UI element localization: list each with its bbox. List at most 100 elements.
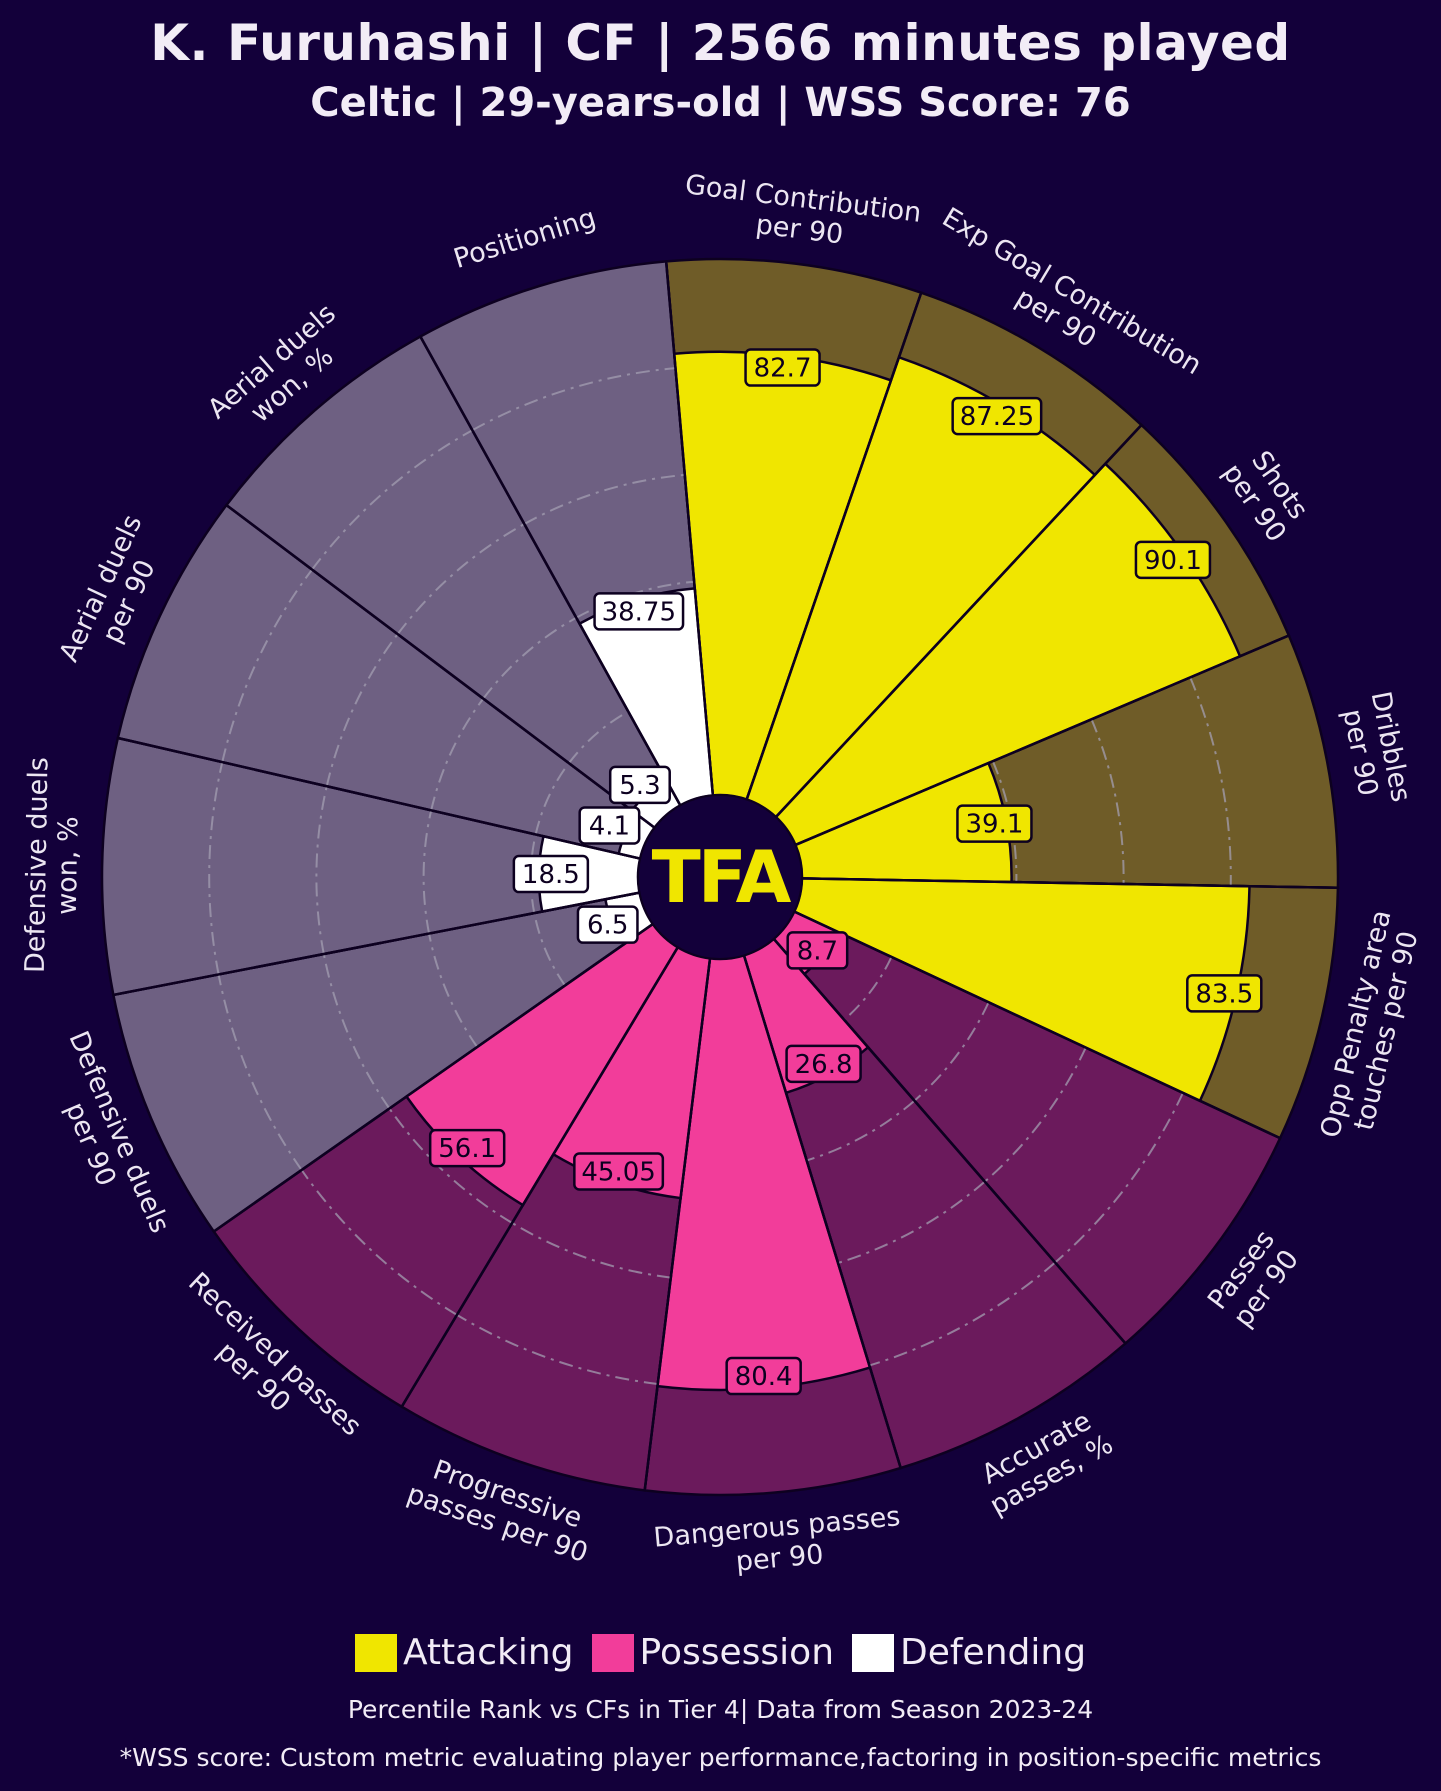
category-label-metric-3: Dribblesper 90 (1334, 689, 1416, 811)
value-label-metric-7: 80.4 (725, 1356, 802, 1396)
wedge-border-metric-2 (775, 424, 1143, 818)
chart-title: K. Furuhashi | CF | 2566 minutes played (150, 14, 1291, 72)
legend-item-possession: Possession (591, 1632, 835, 1673)
value-label-metric-11: 18.5 (512, 854, 590, 894)
value-label-box-metric-5 (786, 931, 849, 970)
legend-item-defending: Defending (852, 1632, 1086, 1673)
gridline-metric-12-40 (430, 698, 485, 811)
value-label-metric-8: 45.05 (573, 1152, 665, 1191)
gridline-metric-11-40 (422, 810, 433, 934)
gridline-metric-10-40 (428, 933, 479, 1048)
gridline-metric-10-20 (533, 912, 566, 987)
value-label-metric-12: 4.1 (578, 806, 641, 845)
wedge-border-metric-10 (213, 923, 654, 1233)
wedge-border-metric-4 (801, 877, 1338, 890)
gridline-metric-5-40 (913, 1001, 990, 1102)
value-label-text-metric-10: 6.5 (587, 911, 628, 941)
gridline-metric-12-20 (534, 762, 570, 835)
wedge-border-metric-1 (745, 292, 923, 800)
value-label-box-metric-9 (428, 1128, 506, 1168)
value-label-text-metric-0: 82.7 (754, 354, 812, 384)
wedge-border-metric-3 (794, 634, 1290, 847)
category-label-metric-11: Defensive duelswon, % (20, 757, 86, 974)
value-wedges (404, 350, 1251, 1392)
value-label-metric-6: 26.8 (785, 1044, 862, 1084)
gridline-metric-5-20 (843, 956, 893, 1021)
footnote-percentile: Percentile Rank vs CFs in Tier 4| Data f… (347, 1695, 1094, 1724)
wedge-border-metric-7 (742, 955, 902, 1469)
value-label-box-metric-8 (573, 1152, 665, 1191)
wedge-border-metric-13 (225, 504, 656, 829)
value-label-text-metric-4: 83.5 (1195, 979, 1253, 1009)
chart-subtitle: Celtic | 29-years-old | WSS Score: 76 (310, 80, 1131, 126)
value-label-metric-9: 56.1 (428, 1128, 506, 1168)
value-label-box-metric-0 (744, 348, 821, 387)
legend-label-defending: Defending (900, 1632, 1087, 1673)
gridline-metric-11-60 (315, 785, 328, 955)
value-label-box-metric-12 (578, 806, 641, 845)
wedge-border-metric-6 (772, 938, 1127, 1345)
value-label-box-metric-14 (593, 592, 685, 631)
value-label-metric-13: 5.3 (608, 765, 671, 805)
gridline-metric-10-60 (322, 953, 391, 1110)
value-labels: 82.7 87.25 90.1 39.1 83.5 8.7 26.8 80.4 45.05 56.… (428, 348, 1263, 1396)
value-label-metric-1: 87.25 (951, 396, 1043, 436)
value-label-text-metric-2: 90.1 (1144, 546, 1202, 576)
legend-item-attacking: Attacking (354, 1632, 574, 1673)
category-label-metric-0: Goal Contributionper 90 (680, 169, 924, 260)
value-label-box-metric-6 (785, 1044, 862, 1084)
gridline-metric-6-60 (837, 1180, 986, 1264)
legend-swatch-possession (591, 1633, 634, 1672)
gridline-metric-6-40 (806, 1099, 916, 1162)
value-label-text-metric-6: 26.8 (795, 1050, 853, 1080)
value-label-box-metric-13 (608, 765, 671, 805)
wedge-border-metric-0 (664, 261, 715, 796)
gridline-metric-8-60 (511, 1222, 671, 1279)
value-label-box-metric-11 (512, 854, 590, 894)
gridline-metric-5-60 (984, 1047, 1087, 1183)
gridline-metric-12-60 (325, 633, 399, 787)
value-label-text-metric-8: 45.05 (581, 1157, 655, 1187)
value-label-metric-0: 82.7 (744, 348, 821, 387)
value-label-box-metric-3 (956, 804, 1033, 843)
value-label-metric-4: 83.5 (1186, 974, 1263, 1013)
logo-text: TFA (652, 835, 792, 919)
wedge-border-metric-11 (113, 891, 640, 997)
value-label-box-metric-4 (1186, 974, 1263, 1013)
footnote-wss: *WSS score: Custom metric evaluating pla… (119, 1743, 1322, 1772)
value-label-metric-3: 39.1 (956, 804, 1033, 843)
gridline-metric-3-60 (1090, 718, 1125, 885)
pizza-chart: 82.7 87.25 90.1 39.1 83.5 8.7 26.8 80.4 45.05 56.… (20, 169, 1425, 1584)
value-label-text-metric-12: 4.1 (589, 811, 630, 841)
value-label-text-metric-3: 39.1 (965, 810, 1023, 840)
legend-swatch-defending (852, 1633, 895, 1672)
wedge-border-metric-12 (117, 736, 641, 860)
value-label-text-metric-13: 5.3 (619, 771, 660, 801)
value-label-text-metric-14: 38.75 (602, 597, 676, 627)
value-label-box-metric-1 (951, 396, 1043, 436)
value-label-text-metric-11: 18.5 (522, 860, 580, 890)
value-label-metric-5: 8.7 (786, 931, 849, 970)
legend-swatch-attacking (354, 1633, 397, 1672)
legend-label-attacking: Attacking (402, 1632, 574, 1673)
value-label-box-metric-7 (725, 1356, 802, 1396)
value-label-metric-10: 6.5 (576, 905, 639, 944)
gridline-metric-13-20 (568, 710, 629, 764)
value-label-metric-2: 90.1 (1134, 540, 1212, 580)
value-label-metric-14: 38.75 (593, 592, 685, 631)
value-label-box-metric-10 (576, 905, 639, 944)
legend: Attacking Possession Defending (0, 1632, 1441, 1673)
wedge-border-metric-8 (643, 958, 712, 1491)
value-label-text-metric-5: 8.7 (797, 936, 838, 966)
gridline-metric-14-60 (523, 473, 685, 525)
tfa-logo: TFA (637, 794, 803, 960)
category-label-metric-7: Dangerous passesper 90 (652, 1501, 904, 1584)
gridline-metric-13-40 (482, 616, 577, 700)
category-label-metric-14: Positioning (450, 202, 600, 275)
wedge-border-metric-5 (793, 910, 1281, 1140)
logo-circle (637, 794, 803, 960)
value-label-text-metric-9: 56.1 (438, 1134, 496, 1164)
legend-label-possession: Possession (639, 1632, 835, 1673)
wedge-border-metric-14 (419, 335, 682, 806)
gridline-metric-13-60 (396, 523, 525, 635)
